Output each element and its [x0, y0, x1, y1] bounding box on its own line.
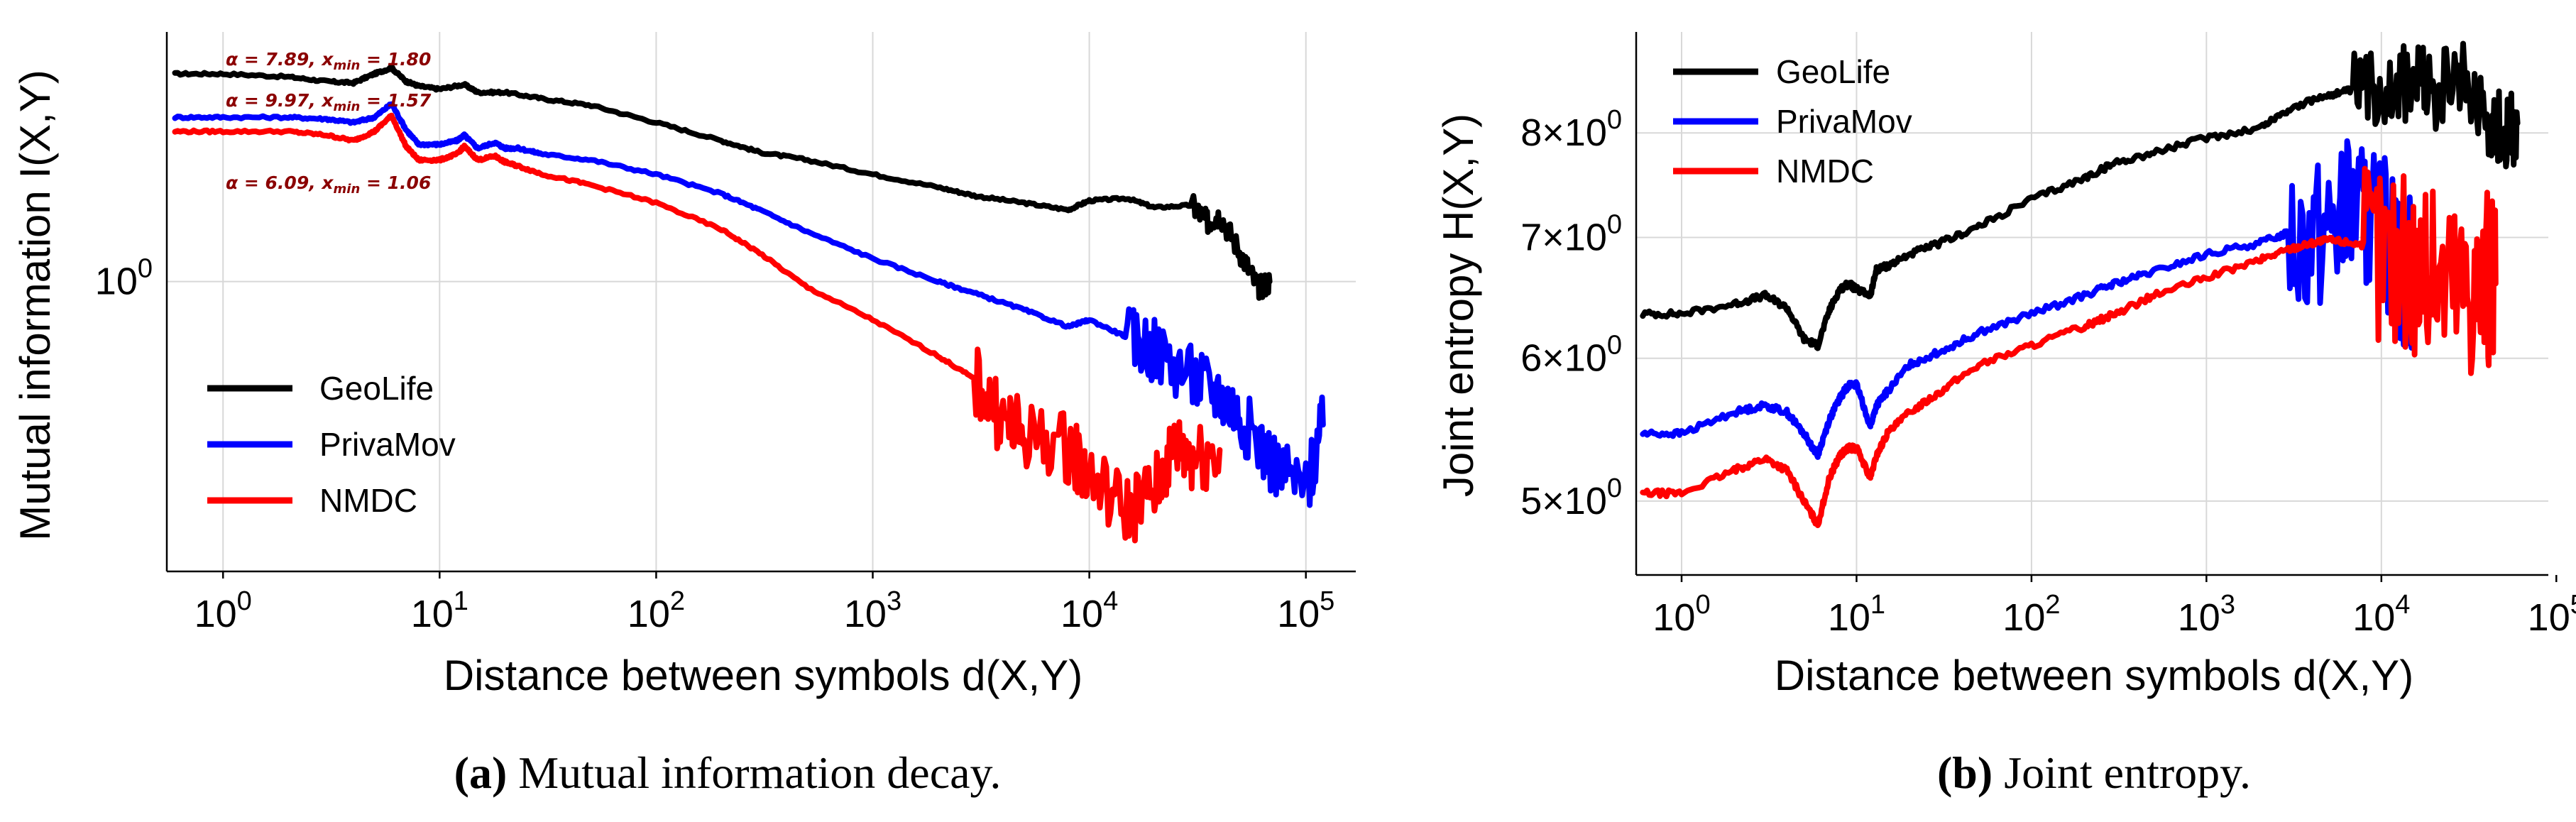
panel-b-legend: GeoLife PrivaMov NMDC	[1673, 53, 1912, 190]
y-tick-label: 8×100	[1520, 105, 1622, 154]
annotation-geolife-xmin: 1.80	[388, 49, 432, 70]
x-tick-label: 101	[411, 586, 468, 635]
panel-a-caption-text: Mutual information decay.	[507, 747, 1001, 798]
panel-a-caption: (a) Mutual information decay.	[454, 747, 1002, 798]
panel-a-annotations: α = 7.89, xmin = 1.80 α = 9.97, xmin = 1…	[226, 49, 432, 197]
y-tick-label: 7×100	[1520, 210, 1622, 259]
x-tick-label: 101	[1828, 590, 1885, 639]
x-tick-label: 105	[1277, 586, 1334, 635]
panel-a-axes	[165, 32, 1356, 579]
panel-a-ylabel: Mutual information I(X,Y)	[11, 70, 59, 541]
panel-b-ylabel: Joint entropy H(X,Y)	[1435, 114, 1482, 497]
y-tick-label: 6×100	[1520, 331, 1622, 380]
panel-b-xlabel: Distance between symbols d(X,Y)	[1775, 652, 2413, 699]
annotation-privamov: α = 9.97, xmin = 1.57	[226, 90, 432, 114]
x-tick-label: 104	[1060, 586, 1118, 635]
x-tick-label: 100	[194, 586, 252, 635]
x-tick-label: 102	[627, 586, 685, 635]
legend-geolife-label: GeoLife	[319, 370, 434, 407]
x-tick-label: 104	[2352, 590, 2410, 639]
legend-nmdc-label: NMDC	[319, 482, 417, 519]
panel-a-legend: GeoLife PrivaMov NMDC	[207, 370, 456, 519]
series-line-geolife	[172, 65, 1273, 301]
panel-b-series	[1640, 40, 2521, 528]
legend-privamov-label: PrivaMov	[1776, 103, 1912, 140]
y-tick-label: 5×100	[1520, 473, 1622, 522]
x-tick-label: 102	[2002, 590, 2060, 639]
series-line-geolife	[1640, 40, 2521, 351]
annotation-geolife-alpha: 7.89	[265, 49, 309, 70]
annotation-geolife: α = 7.89, xmin = 1.80	[226, 49, 431, 73]
annotation-privamov-xmin: 1.57	[388, 90, 432, 111]
annotation-privamov-alpha: 9.97	[265, 90, 309, 111]
series-line-privamov	[172, 101, 1326, 508]
legend-geolife-label: GeoLife	[1776, 53, 1890, 90]
panel-b: 100 101 102 103 104 105 5×100 6×100 7×100 8×100 D…	[1435, 32, 2576, 798]
panel-b-caption-letter: (b)	[1937, 747, 1993, 798]
legend-privamov-label: PrivaMov	[319, 426, 456, 463]
panel-b-caption-text: Joint entropy.	[1993, 747, 2251, 798]
legend-nmdc-label: NMDC	[1776, 153, 1874, 190]
x-tick-label: 100	[1653, 590, 1710, 639]
panel-b-axes	[1635, 32, 2558, 582]
annotation-nmdc-xmin: 1.06	[388, 172, 432, 193]
x-tick-label: 105	[2528, 590, 2576, 639]
series-line-nmdc	[172, 112, 1223, 544]
panel-a-series	[172, 65, 1326, 544]
panel-a-caption-letter: (a)	[454, 747, 508, 798]
annotation-nmdc: α = 6.09, xmin = 1.06	[226, 172, 431, 197]
annotation-nmdc-alpha: 6.09	[265, 172, 309, 193]
x-tick-label: 103	[2178, 590, 2235, 639]
panel-a: 100 101 102 103 104 105 100 Distance between s…	[11, 32, 1356, 798]
panel-b-caption: (b) Joint entropy.	[1937, 747, 2251, 798]
series-line-nmdc	[1640, 165, 2499, 528]
series-line-privamov	[1640, 138, 2416, 460]
panel-b-tick-labels: 100 101 102 103 104 105 5×100 6×100 7×100 8×100	[1520, 105, 2576, 639]
y-tick-label: 100	[95, 254, 153, 303]
panel-a-xlabel: Distance between symbols d(X,Y)	[444, 652, 1083, 699]
x-tick-label: 103	[844, 586, 901, 635]
